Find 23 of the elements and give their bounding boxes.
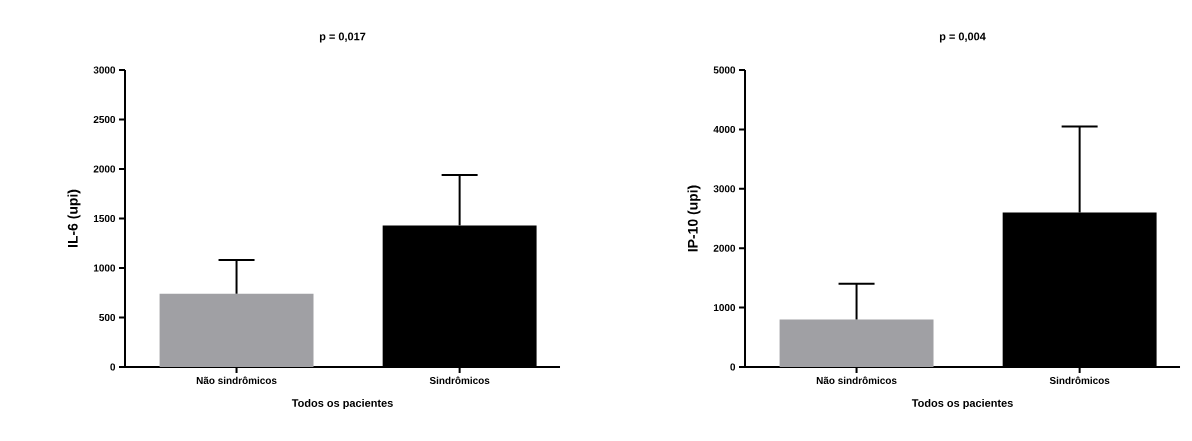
y-tick-label: 1000 [713,304,736,312]
x-tick-label: Sindrômicos [1049,376,1110,385]
y-tick-label: 3000 [713,185,736,193]
y-tick-label: 2000 [713,244,736,252]
x-axis-title: Todos os pacientes [911,398,1013,410]
y-axis-title: IP-10 (upi) [687,185,701,252]
y-tick-label: 2500 [93,115,116,124]
y-axis-title: IL-6 (upi) [67,189,81,247]
x-tick-label: Não sindrômicos [196,376,277,385]
chart-title: p = 0,004 [939,32,986,43]
y-tick-label: 5000 [713,66,736,74]
y-tick-label: 500 [99,313,116,322]
y-tick-label: 1500 [93,214,116,223]
chart-title: p = 0,017 [319,32,366,43]
y-tick-label: 4000 [713,125,736,133]
y-tick-label: 0 [730,363,736,371]
y-tick-label: 2000 [93,165,116,173]
y-tick-label: 0 [110,363,116,371]
x-tick-label: Não sindrômicos [816,376,897,385]
y-tick-label: 3000 [93,66,116,74]
y-tick-label: 1000 [93,264,116,272]
x-tick-label: Sindrômicos [429,376,490,385]
x-axis-title: Todos os pacientes [291,398,393,410]
